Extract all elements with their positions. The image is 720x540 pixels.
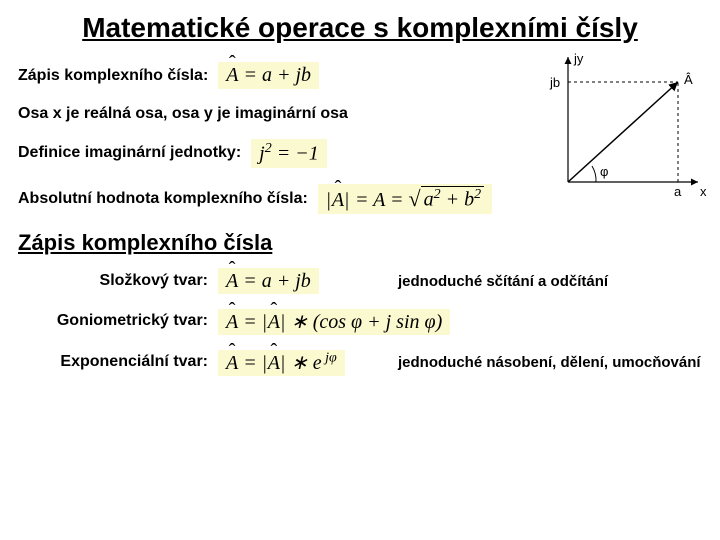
svg-text:a: a — [674, 184, 682, 199]
slozkovy-note: jednoduché sčítání a odčítání — [398, 273, 702, 290]
svg-text:jy: jy — [573, 52, 584, 66]
svg-text:φ: φ — [600, 164, 608, 179]
svg-text:Â: Â — [684, 72, 693, 87]
svg-text:jb: jb — [549, 75, 560, 90]
subheading: Zápis komplexního čísla — [18, 230, 702, 256]
goniometricky-label: Goniometrický tvar: — [18, 312, 208, 330]
svg-text:x: x — [700, 184, 707, 199]
page-title: Matematické operace s komplexními čísly — [18, 12, 702, 44]
slozkovy-formula: A = a + jb — [218, 268, 319, 294]
definice-label: Definice imaginární jednotky: — [18, 144, 241, 162]
zapis-formula: A = a + jb — [218, 62, 319, 89]
exponencialni-label: Exponenciální tvar: — [18, 353, 208, 371]
exponencialni-note: jednoduché násobení, dělení, umocňování — [398, 354, 702, 371]
zapis-label: Zápis komplexního čísla: — [18, 67, 208, 85]
complex-plane-diagram: jyjb Âφ a x — [548, 52, 708, 202]
exponencialni-formula: A = |A| ∗ e jφ — [218, 350, 345, 376]
goniometricky-formula: A = |A| ∗ (cos φ + j sin φ) — [218, 309, 450, 335]
absolutni-label: Absolutní hodnota komplexního čísla: — [18, 190, 308, 208]
definice-formula: j2 = −1 — [251, 139, 327, 168]
absolutni-formula: |A| = A = √a2 + b2 — [318, 184, 492, 214]
slozkovy-label: Složkový tvar: — [18, 272, 208, 290]
forms-grid: Složkový tvar: A = a + jb jednoduché sčí… — [18, 270, 702, 375]
